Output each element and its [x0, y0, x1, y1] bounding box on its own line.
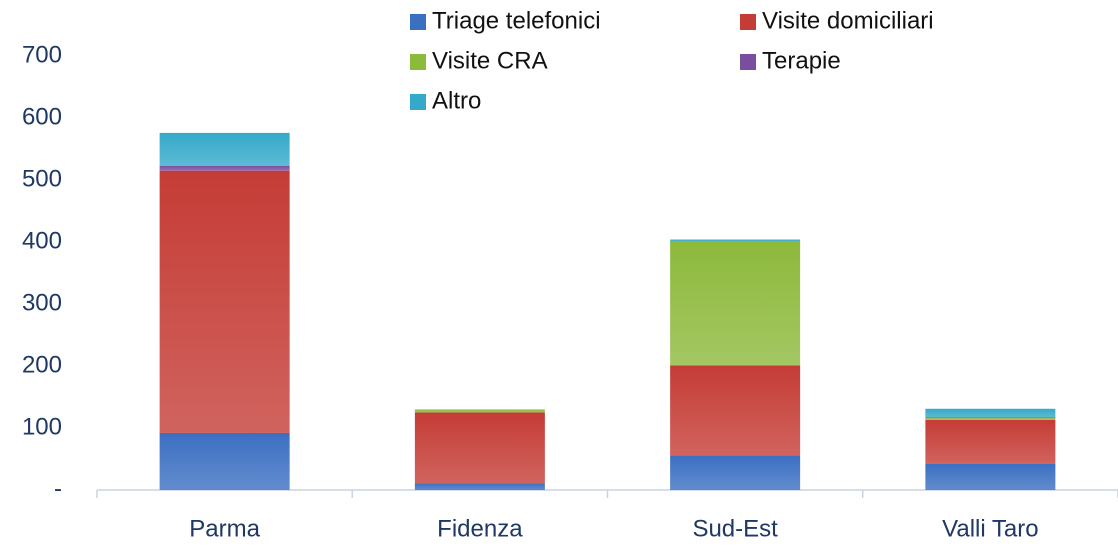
legend-label: Visite CRA [432, 47, 548, 74]
bar-segment [159, 165, 290, 171]
y-tick-label: 700 [22, 41, 62, 68]
y-tick-label: 600 [22, 103, 62, 130]
bar-segment [414, 483, 545, 490]
y-tick-label: 100 [22, 413, 62, 440]
x-tick-label: Valli Taro [942, 515, 1039, 542]
y-tick-label: 400 [22, 227, 62, 254]
x-tick-label: Sud-Est [692, 515, 778, 542]
bar-segment [414, 409, 545, 413]
bar-segment [159, 132, 290, 166]
legend-swatch [410, 94, 426, 110]
legend-label: Altro [432, 87, 481, 114]
y-tick-label: 300 [22, 289, 62, 316]
x-tick-label: Fidenza [437, 515, 523, 542]
bar-segment [925, 408, 1056, 418]
legend-swatch [410, 14, 426, 30]
bar-segment [925, 463, 1056, 490]
bar-segment [670, 242, 801, 366]
legend-swatch [740, 14, 756, 30]
bar-segment [925, 418, 1056, 420]
y-tick-label: 500 [22, 165, 62, 192]
legend-label: Terapie [762, 47, 841, 74]
bar-segment [159, 432, 290, 490]
bar-segment [159, 170, 290, 433]
bar-segment [925, 417, 1056, 419]
y-tick-label: 200 [22, 351, 62, 378]
bar-segment [925, 419, 1056, 464]
legend-swatch [410, 54, 426, 70]
legend-label: Visite domiciliari [762, 7, 934, 34]
bar-segment [414, 412, 545, 484]
legend-swatch [740, 54, 756, 70]
bar-segment [670, 455, 801, 490]
y-tick-label: - [54, 475, 62, 502]
legend-label: Triage telefonici [432, 7, 601, 34]
bar-segment [670, 365, 801, 456]
x-tick-label: Parma [189, 515, 260, 542]
bar-segment [670, 239, 801, 242]
